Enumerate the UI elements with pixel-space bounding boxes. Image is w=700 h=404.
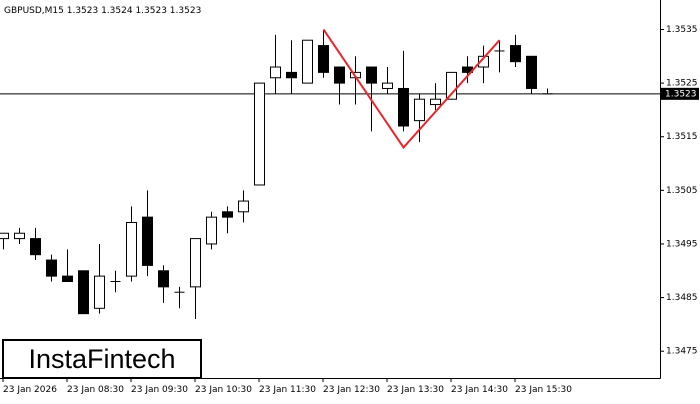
- price-label: 1.3523: [665, 89, 697, 99]
- candle-body: [46, 259, 57, 277]
- logo-box: [2, 339, 202, 379]
- x-tick-label: 23 Jan 11:30: [259, 385, 316, 395]
- candle-body: [190, 238, 201, 288]
- candle-body: [254, 82, 265, 186]
- x-tick-label: 23 Jan 14:30: [451, 385, 508, 395]
- plot-area: [0, 28, 660, 320]
- candle-body: [206, 216, 217, 245]
- x-tick-label: 23 Jan 10:30: [195, 385, 252, 395]
- candle-body: [238, 200, 249, 213]
- candle-body: [430, 98, 441, 106]
- candle-body: [0, 232, 9, 240]
- y-tick-label: 1.3515: [666, 132, 698, 142]
- candle-body: [318, 45, 329, 73]
- chart-title: GBPUSD,M15 1.3523 1.3524 1.3523 1.3523: [4, 6, 201, 16]
- x-tick-label: 23 Jan 13:30: [387, 385, 444, 395]
- y-tick-label: 1.3525: [666, 79, 698, 89]
- candle-body: [30, 238, 41, 256]
- candle-body: [526, 55, 537, 89]
- candle-body: [382, 82, 393, 89]
- candle-body: [126, 222, 137, 277]
- x-tick-label: 23 Jan 15:30: [515, 385, 572, 395]
- price-label-box: [661, 87, 699, 100]
- x-tick-label: 23 Jan 12:30: [323, 385, 380, 395]
- pattern-line: [322, 28, 501, 150]
- candle-body: [158, 270, 169, 288]
- x-tick-label: 23 Jan 08:30: [67, 385, 124, 395]
- candle-body: [478, 55, 489, 68]
- candle-body: [414, 98, 425, 122]
- candle-body: [270, 66, 281, 79]
- candle-body: [78, 270, 89, 315]
- candle-body: [446, 71, 457, 100]
- y-tick-label: 1.3485: [666, 293, 698, 303]
- candle-body: [510, 45, 521, 63]
- candle-body: [14, 232, 25, 240]
- candle-body: [366, 66, 377, 84]
- candle-body: [302, 39, 313, 84]
- x-tick-label: 23 Jan 09:30: [131, 385, 188, 395]
- y-tick-label: 1.3475: [666, 347, 698, 357]
- x-tick-label: 23 Jan 2026: [3, 385, 57, 395]
- y-tick-label: 1.3535: [666, 25, 698, 35]
- logo: InstaFintech: [28, 344, 175, 374]
- y-tick-label: 1.3495: [666, 239, 698, 249]
- candle-body: [62, 275, 73, 282]
- y-tick-label: 1.3505: [666, 186, 698, 196]
- candle-body: [222, 211, 233, 218]
- candle-body: [286, 71, 297, 79]
- candle-body: [142, 216, 153, 266]
- candle-body: [334, 66, 345, 84]
- candle-body: [94, 275, 105, 309]
- candle-body: [398, 87, 409, 127]
